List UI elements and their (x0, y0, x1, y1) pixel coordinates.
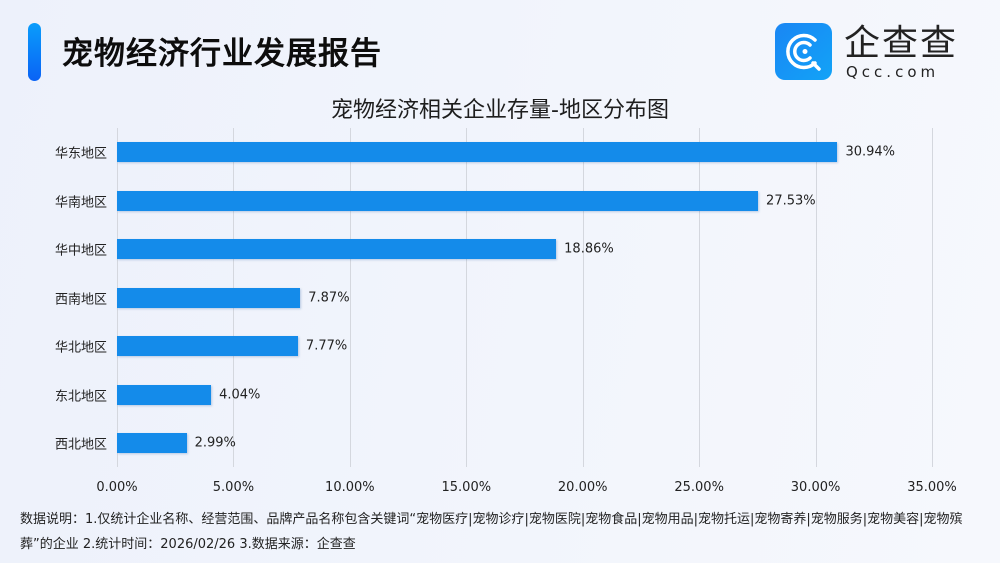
bar-value-label: 30.94% (845, 144, 896, 160)
category-label: 华北地区 (54, 340, 107, 356)
x-axis-tick: 5.00% (212, 480, 255, 495)
gridline (349, 128, 351, 467)
x-axis-tick: 25.00% (674, 480, 724, 495)
category-label: 西南地区 (54, 292, 107, 307)
category-label: 华南地区 (54, 195, 107, 210)
logo-name-cn: 企查查 (844, 22, 959, 64)
x-axis-tick: 30.00% (790, 480, 841, 495)
category-label: 华东地区 (54, 146, 107, 162)
x-axis-tick: 15.00% (441, 480, 492, 495)
bar[interactable] (117, 190, 759, 211)
report-title: 宠物经济行业发展报告 (62, 36, 382, 72)
gridline (582, 128, 584, 467)
bar[interactable] (117, 336, 298, 356)
bar[interactable] (117, 142, 838, 162)
bar-value-label: 7.77% (305, 338, 348, 354)
logo-name-en: Qcc.com (846, 62, 940, 81)
x-axis-tick: 0.00% (96, 480, 138, 495)
gridline (466, 128, 468, 467)
bar[interactable] (117, 433, 187, 453)
qcc-logo-icon (775, 23, 832, 80)
x-axis-tick: 35.00% (907, 480, 957, 495)
gridline (932, 128, 933, 467)
bar-value-label: 4.04% (219, 387, 261, 402)
bar-value-label: 27.53% (766, 193, 816, 208)
bar-value-label: 2.99% (194, 435, 236, 451)
category-label: 东北地区 (54, 389, 107, 404)
bar[interactable] (117, 287, 301, 308)
x-axis-tick: 10.00% (325, 480, 375, 495)
bar[interactable] (117, 384, 212, 405)
title-accent-bar (28, 23, 41, 81)
gridline (699, 128, 701, 467)
category-label: 华中地区 (54, 243, 107, 259)
bar[interactable] (117, 239, 557, 259)
bar-value-label: 7.87% (308, 290, 350, 305)
category-label: 西北地区 (54, 437, 107, 453)
chart-title: 宠物经济相关企业存量-地区分布图 (331, 98, 669, 123)
gridline (815, 128, 817, 467)
data-footnote: 数据说明：1.仅统计企业名称、经营范围、品牌产品名称包含关键词“宠物医疗|宠物诊… (20, 512, 963, 552)
x-axis-tick: 20.00% (557, 480, 608, 495)
qcc-logo: 企查查 Qcc.com (775, 23, 958, 80)
bar-value-label: 18.86% (564, 241, 614, 257)
